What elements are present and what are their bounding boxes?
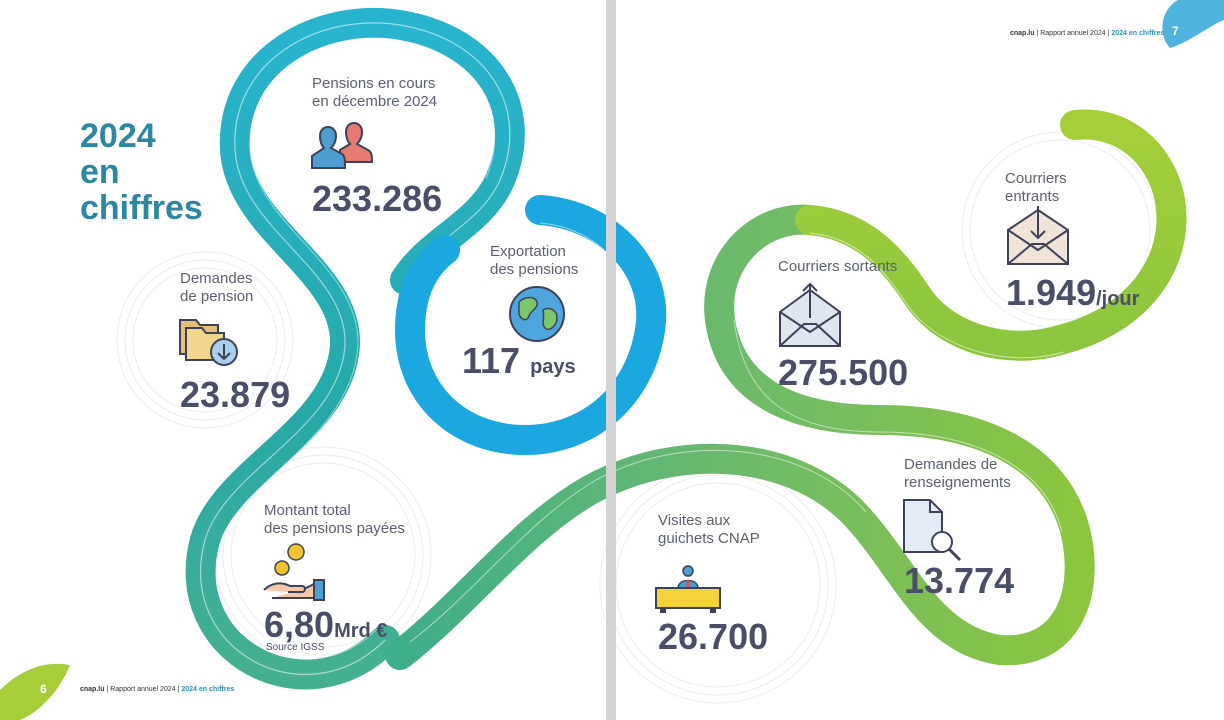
page-gutter [606, 0, 616, 720]
pensions-value: 233.286 [312, 178, 443, 219]
footer-right: cnap.lu | Rapport annuel 2024 | 2024 en … [1010, 30, 1165, 37]
green-ribbon [385, 204, 1095, 670]
envelope-in-icon [1007, 206, 1069, 265]
visites-label: Visites aux guichets CNAP [658, 512, 760, 547]
montant-value: 6,80Mrd € [264, 604, 388, 645]
page-number-left: 6 [40, 682, 47, 696]
demandes-label: Demandes de pension [180, 270, 254, 305]
renseignements-value: 13.774 [904, 560, 1015, 601]
entrants-value: 1.949/jour [1006, 272, 1140, 313]
desk-agent-icon [655, 565, 721, 613]
sortants-label: Courriers sortants [778, 258, 898, 275]
corner-swoosh-right [1162, 0, 1224, 48]
title-line-3: chiffres [80, 189, 203, 227]
renseignements-label: Demandes de renseignements [904, 456, 1011, 491]
demandes-value: 23.879 [180, 374, 291, 415]
sortants-value: 275.500 [778, 352, 909, 393]
montant-source: Source IGSS [266, 642, 325, 653]
footer-left: cnap.lu | Rapport annuel 2024 | 2024 en … [80, 686, 235, 693]
export-label: Exportation des pensions [490, 243, 579, 278]
title-line-1: 2024 [80, 117, 156, 155]
visites-value: 26.700 [658, 616, 769, 657]
pensions-label: Pensions en cours en décembre 2024 [312, 75, 438, 110]
lime-ribbon [795, 109, 1187, 361]
globe-icon [509, 286, 565, 342]
page-title: 2024 en chiffres [80, 118, 203, 226]
folder-download-icon [179, 319, 238, 366]
corner-swoosh-left [0, 663, 70, 720]
document-search-icon [903, 499, 962, 562]
coin-hand-icon [263, 543, 325, 601]
title-line-2: en [80, 153, 120, 191]
teal-ribbon [185, 7, 525, 690]
envelope-out-icon [779, 282, 841, 347]
export-value: 117 pays [462, 340, 576, 381]
montant-label: Montant total des pensions payées [264, 502, 405, 537]
entrants-label: Courriers entrants [1005, 170, 1067, 205]
page-number-right: 7 [1172, 24, 1179, 38]
people-icon [311, 122, 374, 169]
